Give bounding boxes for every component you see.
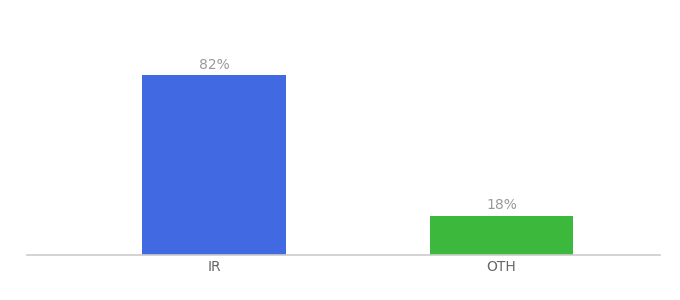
Text: 82%: 82% — [199, 58, 229, 72]
Bar — [142, 75, 286, 255]
Bar — [430, 216, 573, 255]
Text: 18%: 18% — [486, 198, 517, 212]
